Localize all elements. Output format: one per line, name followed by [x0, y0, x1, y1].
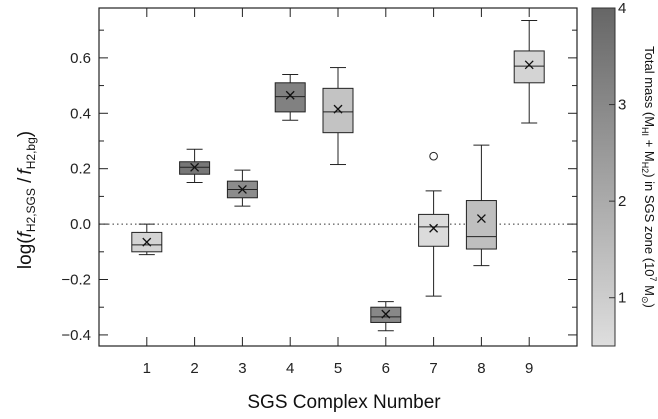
mean-marker-stroke-b — [237, 185, 247, 194]
colorbar-title-g: M — [642, 282, 657, 296]
colorbar-ticks: 1 2 3 4 — [609, 0, 626, 307]
x-tick-label: 1 — [143, 360, 151, 377]
y-tick-label: 0.2 — [70, 161, 91, 178]
plot-area — [99, 19, 577, 332]
mean-marker — [285, 90, 295, 100]
y-axis-title-suffix: ) — [15, 131, 36, 137]
mean-marker — [333, 104, 343, 114]
mean-marker — [429, 223, 439, 233]
y-axis-title-mid: / — [15, 177, 36, 188]
mean-marker-stroke-b — [190, 162, 200, 172]
iqr-box — [274, 82, 306, 113]
y-tick-label: 0.6 — [70, 50, 91, 67]
y-axis-title-prefix: log( — [15, 237, 36, 269]
colorbar-title-h: ⊙ — [640, 296, 650, 304]
x-tick-label: 9 — [525, 360, 533, 377]
mean-marker — [142, 237, 152, 247]
y-axis-title-sub2: H2,bg — [24, 137, 38, 169]
outlier-point — [429, 151, 438, 161]
y-axis-title: log(fH2,SGS /fH2,bg) — [15, 131, 38, 269]
colorbar-tick-label: 1 — [618, 290, 626, 307]
y-tick-label: −0.4 — [61, 327, 91, 344]
colorbar-title-f: 7 — [648, 277, 658, 282]
mean-marker-stroke-b — [524, 60, 534, 70]
mean-marker-stroke-b — [476, 214, 486, 224]
box-group-4 — [274, 73, 306, 121]
x-tick-label: 7 — [429, 360, 437, 377]
box-group-9 — [513, 19, 545, 124]
box-group-7 — [418, 151, 450, 297]
mean-marker — [476, 214, 486, 224]
iqr-box — [513, 50, 545, 84]
mean-marker — [237, 185, 247, 194]
x-tick-label: 3 — [238, 360, 246, 377]
mean-marker — [190, 162, 200, 172]
colorbar — [591, 7, 616, 347]
iqr-box — [465, 200, 497, 250]
colorbar-title-d: H2 — [640, 162, 650, 174]
x-tick-label: 5 — [334, 360, 342, 377]
x-tick-label: 2 — [190, 360, 198, 377]
y-axis-title-f1: f — [15, 230, 36, 237]
y-axis-title-sub1: H2,SGS — [24, 188, 38, 232]
mean-marker-stroke-b — [381, 309, 391, 319]
x-axis-title: SGS Complex Number — [247, 392, 441, 413]
box-group-1 — [131, 223, 163, 256]
box-group-8 — [465, 144, 497, 267]
mean-marker-stroke-b — [333, 104, 343, 114]
y-tick-label: 0.4 — [70, 105, 91, 122]
colorbar-title-i: ) — [642, 304, 657, 308]
colorbar-title-c: + M — [642, 136, 657, 162]
mean-marker-stroke-b — [142, 237, 152, 247]
box-group-3 — [226, 169, 258, 207]
colorbar-tick-label: 3 — [618, 97, 626, 114]
mean-marker-stroke-b — [285, 90, 295, 100]
x-tick-label: 8 — [477, 360, 485, 377]
mean-marker — [524, 60, 534, 70]
mean-marker — [381, 309, 391, 319]
colorbar-title-e: ) in SGS zone (10 — [642, 173, 657, 276]
plot-frame — [98, 7, 578, 347]
x-tick-label: 4 — [286, 360, 294, 377]
iqr-box — [322, 87, 354, 134]
colorbar-title: Total mass (MHI + MH2) in SGS zone (107 … — [640, 46, 658, 308]
colorbar-title-a: Total mass (M — [642, 46, 657, 127]
x-tick-label: 6 — [382, 360, 390, 377]
box-group-5 — [322, 67, 354, 166]
axes: −0.4 −0.2 0.0 0.2 0.4 0.6 1 2 3 4 5 6 7 8 9 — [61, 7, 578, 377]
box-group-2 — [179, 148, 211, 184]
iqr-box — [418, 213, 450, 247]
y-tick-label: −0.2 — [61, 272, 91, 289]
box-group-6 — [370, 301, 402, 332]
colorbar-title-b: HI — [640, 127, 650, 136]
colorbar-tick-label: 2 — [618, 193, 626, 210]
y-tick-label: 0.0 — [70, 216, 91, 233]
colorbar-tick-label: 4 — [618, 0, 626, 17]
mean-marker-stroke-b — [429, 223, 439, 233]
y-axis-title-f2: f — [15, 168, 36, 175]
